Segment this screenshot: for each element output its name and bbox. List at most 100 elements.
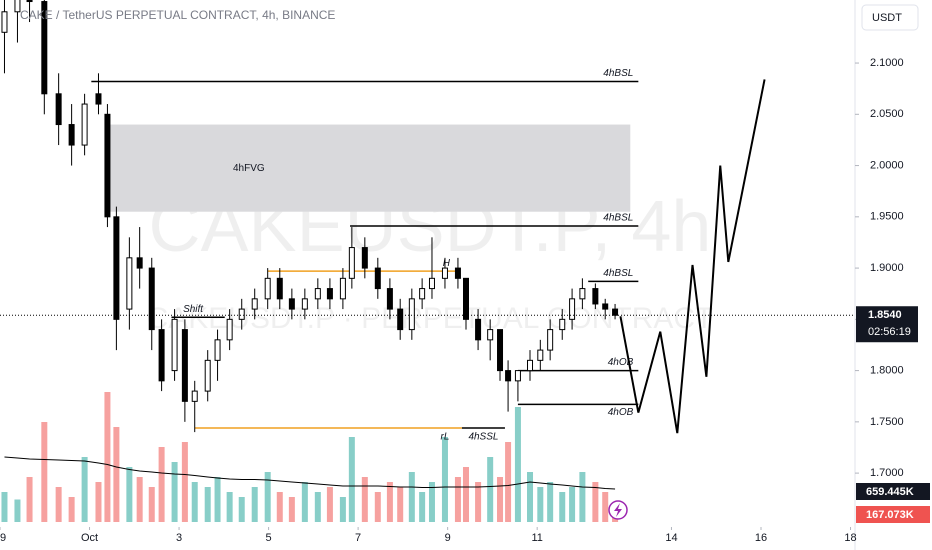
level-label: 4hOB	[608, 407, 634, 418]
x-tick-label: 3	[176, 532, 182, 544]
volume-bar	[158, 447, 165, 522]
candle-body	[514, 370, 521, 382]
volume-bar	[408, 472, 415, 522]
plot-layer: 4hFVG 4hBSL 4hBSL H 4hBSL Shift 4hOB 4hOB rL 4hSS…	[0, 0, 855, 522]
candle-body	[547, 329, 554, 351]
volume-bar	[251, 487, 258, 522]
volume-bar	[136, 477, 143, 522]
candle-body	[55, 93, 62, 126]
candle-body	[14, 0, 21, 13]
volume-bar	[569, 487, 576, 522]
projection-path	[619, 79, 766, 434]
candle-body	[158, 329, 165, 382]
candle-body	[441, 267, 448, 279]
x-tick-label: 7	[355, 532, 361, 544]
y-tick-label: 1.9000	[870, 262, 904, 274]
price-tag	[856, 306, 918, 343]
y-tick-label: 1.8000	[870, 365, 904, 377]
candle-body	[527, 359, 534, 372]
candle-body	[191, 390, 198, 402]
volume-bar	[264, 472, 271, 522]
candle-body	[264, 277, 271, 300]
candle-body	[251, 298, 258, 310]
volume-bar	[214, 477, 221, 522]
volume-bar	[326, 487, 333, 522]
volume-bar	[288, 497, 295, 522]
candle-body	[326, 288, 333, 300]
y-tick-label: 1.7000	[870, 467, 904, 479]
volume-bar	[505, 442, 512, 522]
candle-body	[361, 247, 368, 269]
candle-body	[537, 349, 544, 361]
candle-body	[348, 247, 355, 279]
x-tick-label: 29	[0, 532, 6, 544]
candle-body	[95, 93, 102, 105]
volume-bar	[592, 482, 599, 522]
candle-body	[301, 298, 308, 310]
volume-label: 167.073K	[866, 509, 914, 521]
header: CAKE / TetherUS PERPETUAL CONTRACT, 4h, …	[20, 8, 335, 22]
candle-body	[171, 318, 178, 372]
candle-body	[1, 11, 8, 33]
candle-body	[276, 277, 283, 300]
volume-bar	[26, 477, 33, 522]
candle-body	[81, 103, 88, 146]
candle-body	[592, 288, 599, 305]
candle-body	[475, 318, 482, 341]
candle-body	[104, 113, 111, 218]
candle-body	[314, 288, 321, 300]
candle-body	[374, 267, 381, 290]
y-tick-label: 2.0500	[870, 108, 904, 120]
candle-body	[148, 267, 155, 331]
volume-bar	[339, 497, 346, 522]
level-label: 4hOB	[608, 357, 634, 368]
axis-layer: 1.70001.75001.80001.85001.90001.95002.00…	[0, 57, 930, 544]
volume-bar	[68, 497, 75, 522]
x-tick-label: 9	[445, 532, 451, 544]
volume-bar	[204, 487, 211, 522]
volume-bar	[579, 472, 586, 522]
alert-bolt	[614, 503, 622, 517]
zone-label: 4hFVG	[233, 163, 265, 174]
candle-body	[41, 1, 48, 95]
volume-bar	[171, 462, 178, 522]
x-tick-label: 16	[755, 532, 767, 544]
currency-button[interactable]	[861, 4, 919, 31]
volume-bar	[113, 427, 120, 522]
volume-ma-tag	[856, 483, 930, 500]
volume-bar	[41, 422, 48, 522]
volume-bar	[537, 487, 544, 522]
volume-bar	[81, 457, 88, 522]
level-label: Shift	[183, 304, 204, 315]
candle-body	[339, 277, 346, 300]
y-tick-label: 2.1000	[870, 57, 904, 69]
candle-body	[569, 298, 576, 320]
volume-bar	[238, 497, 245, 522]
price-axis	[855, 0, 932, 550]
candle-body	[126, 257, 133, 310]
candle-body	[26, 0, 33, 3]
volume-bar	[104, 392, 111, 522]
candle-body	[462, 277, 469, 320]
candle-body	[397, 308, 404, 331]
volume-bar	[1, 492, 8, 522]
volume-bar	[419, 492, 426, 522]
candle-body	[288, 298, 295, 310]
level-label: 4hBSL	[603, 68, 633, 79]
volume-bar	[95, 482, 102, 522]
volume-bar	[428, 482, 435, 522]
x-tick-label: 18	[844, 532, 856, 544]
candle-body	[602, 303, 609, 310]
volume-bar	[361, 477, 368, 522]
level-label: H	[443, 258, 451, 269]
volume-bar	[314, 492, 321, 522]
volume-bar	[475, 482, 482, 522]
candle-body	[113, 216, 120, 320]
volume-bar	[454, 477, 461, 522]
candle-body	[454, 267, 461, 279]
candle-body	[408, 298, 415, 331]
currency-label[interactable]: USDT	[872, 12, 902, 24]
candle-body	[579, 288, 586, 300]
volume-bar	[527, 472, 534, 522]
volume-bar	[148, 487, 155, 522]
